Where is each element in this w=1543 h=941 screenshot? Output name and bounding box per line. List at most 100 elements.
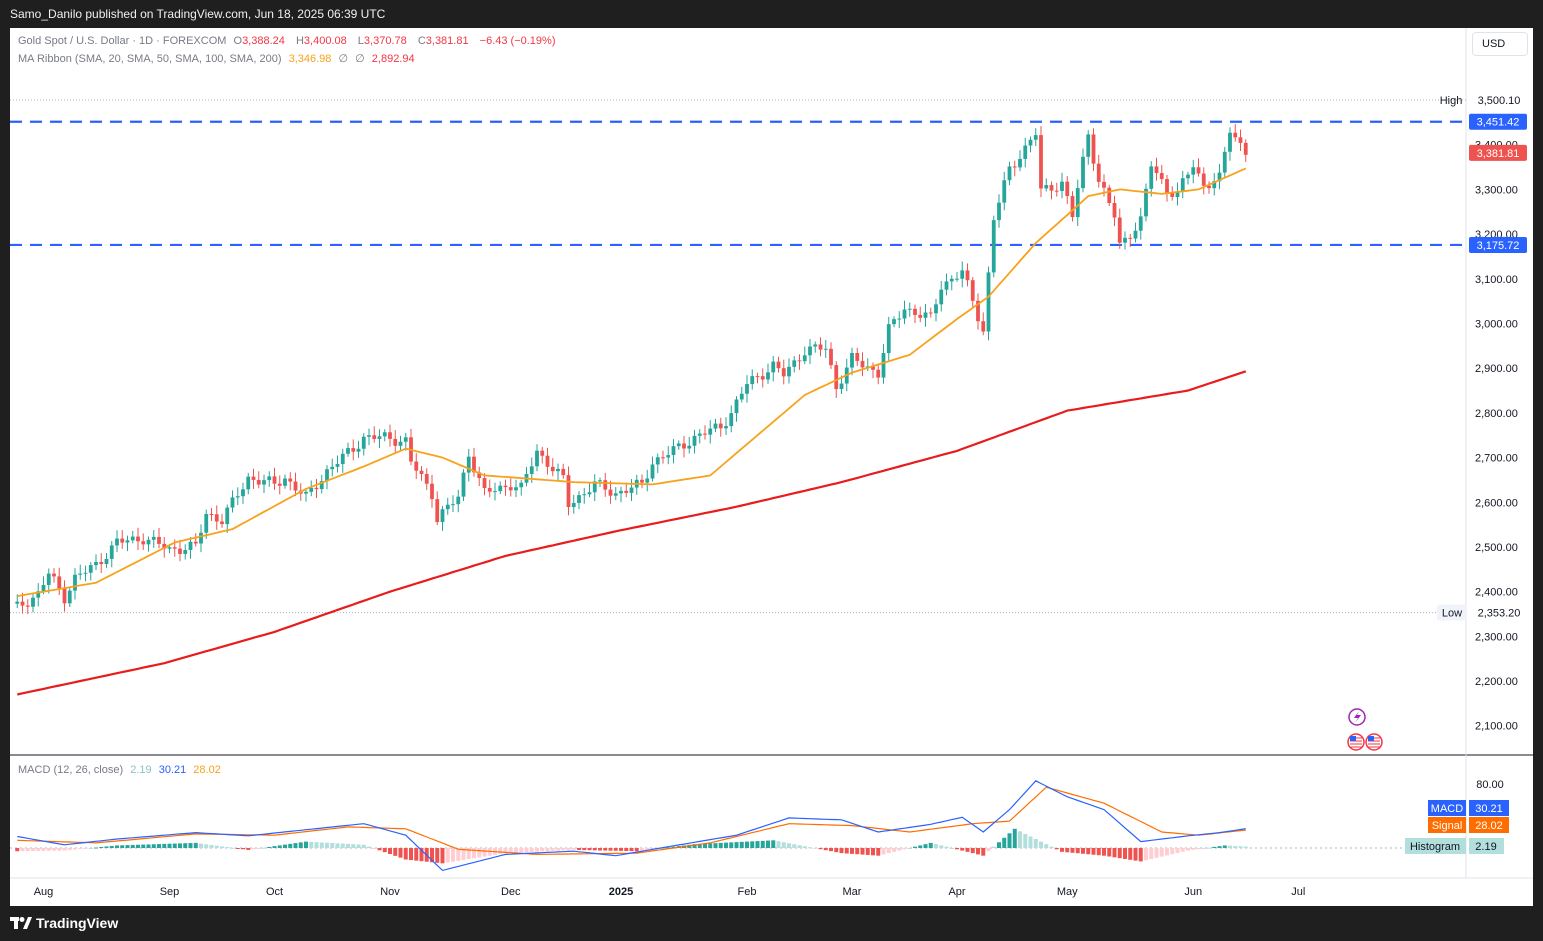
histogram-bar [151,844,156,848]
histogram-bar [1012,828,1017,848]
histogram-bar [367,846,371,848]
tradingview-brand[interactable]: TradingView [10,915,118,931]
time-tick-label: Nov [380,886,400,898]
histogram-bar [823,848,828,851]
histogram-bar [734,842,739,848]
histogram-bar [939,845,944,848]
histogram-bar [907,848,912,849]
candle-body [960,270,965,279]
candle-body [708,428,713,435]
histogram-bar [325,842,329,848]
histogram-bar [482,848,487,857]
histogram-bar [230,847,235,849]
candle-body [1018,158,1022,168]
candle-body [293,481,298,491]
histogram-bar [382,848,387,853]
histogram-bar [1196,848,1201,850]
candle-body [346,448,350,454]
histogram-bar [1018,831,1022,848]
histogram-bar [288,843,293,848]
chart-frame[interactable] [10,28,1533,906]
candle-body [78,573,83,575]
candle-body [661,457,665,459]
price-tick-label: 2,700.00 [1475,453,1518,465]
candle-body [739,393,744,400]
histogram-bar [587,848,592,851]
histogram-bar [1238,846,1243,848]
histogram-group [15,828,1248,864]
histogram-bar [1117,848,1122,859]
candle-body [1070,196,1075,218]
histogram-bar [430,848,434,863]
candle-body [571,502,576,508]
histogram-bar [451,848,455,862]
candle-body [440,509,445,523]
candle-body [760,376,765,380]
candle-body [435,499,440,523]
candle-body [540,450,545,456]
time-tick-label: Mar [843,886,862,898]
histogram-bar [519,848,524,853]
candle-body [109,545,114,559]
histogram-bar [73,848,77,850]
histogram-bar [697,843,702,848]
histogram-bar [304,841,308,848]
symbol-legend: Gold Spot / U.S. Dollar · 1D · FOREXCOM … [18,35,560,47]
macd-axis-name-bg [1428,800,1466,816]
high-label: H [295,35,304,47]
candle-body [225,507,230,525]
candle-body [808,346,812,356]
histogram-bar [1123,848,1127,859]
candle-body [472,456,476,473]
candle-body [1102,181,1106,188]
price-tick-label: 3,000.00 [1475,318,1518,330]
histogram-bar [277,845,282,848]
candle-body [797,360,802,362]
candle-body [209,513,214,515]
candle-body [965,270,970,281]
candle-body [755,376,760,378]
candle-body [398,441,403,446]
currency-button[interactable]: USD [1472,32,1528,56]
histogram-bar [991,846,996,848]
candle-body [802,355,807,362]
histogram-bar [361,844,366,848]
histogram-bar [613,848,618,851]
candle-body [146,539,151,545]
histogram-bar [913,846,917,848]
histogram-bar [739,841,744,848]
macd-axis-value-bg [1469,800,1509,816]
histogram-bar [535,848,539,852]
candle-body [1154,166,1159,174]
histogram-bar [1102,848,1106,856]
candle-body [136,536,140,542]
histogram-bar [650,848,655,850]
candle-body [687,445,692,449]
histogram-bar [766,840,770,848]
histogram-bar [1217,846,1222,848]
histogram-bar [214,845,219,848]
histogram-bar [57,848,62,851]
candle-body [886,324,891,354]
level-upper-label: 3,451.42 [1477,117,1520,129]
low-label: Low [1442,608,1462,620]
candle-body [461,472,466,497]
candle-body [340,453,345,465]
histogram-bar [624,848,629,851]
histogram-bar [477,848,482,858]
histogram-bar [892,848,896,852]
candle-body [703,433,707,435]
histogram-bar [1159,848,1164,857]
histogram-bar [94,847,98,849]
candle-body [1049,185,1054,191]
histogram-bar [178,843,182,848]
candle-body [445,504,450,510]
macd-label: MACD (12, 26, close) [18,764,124,776]
histogram-bar [1007,833,1012,848]
time-tick-label: Jul [1291,886,1305,898]
histogram-bar [629,848,634,852]
histogram-bar [41,848,46,851]
candle-body [262,480,266,485]
candle-body [382,432,387,437]
